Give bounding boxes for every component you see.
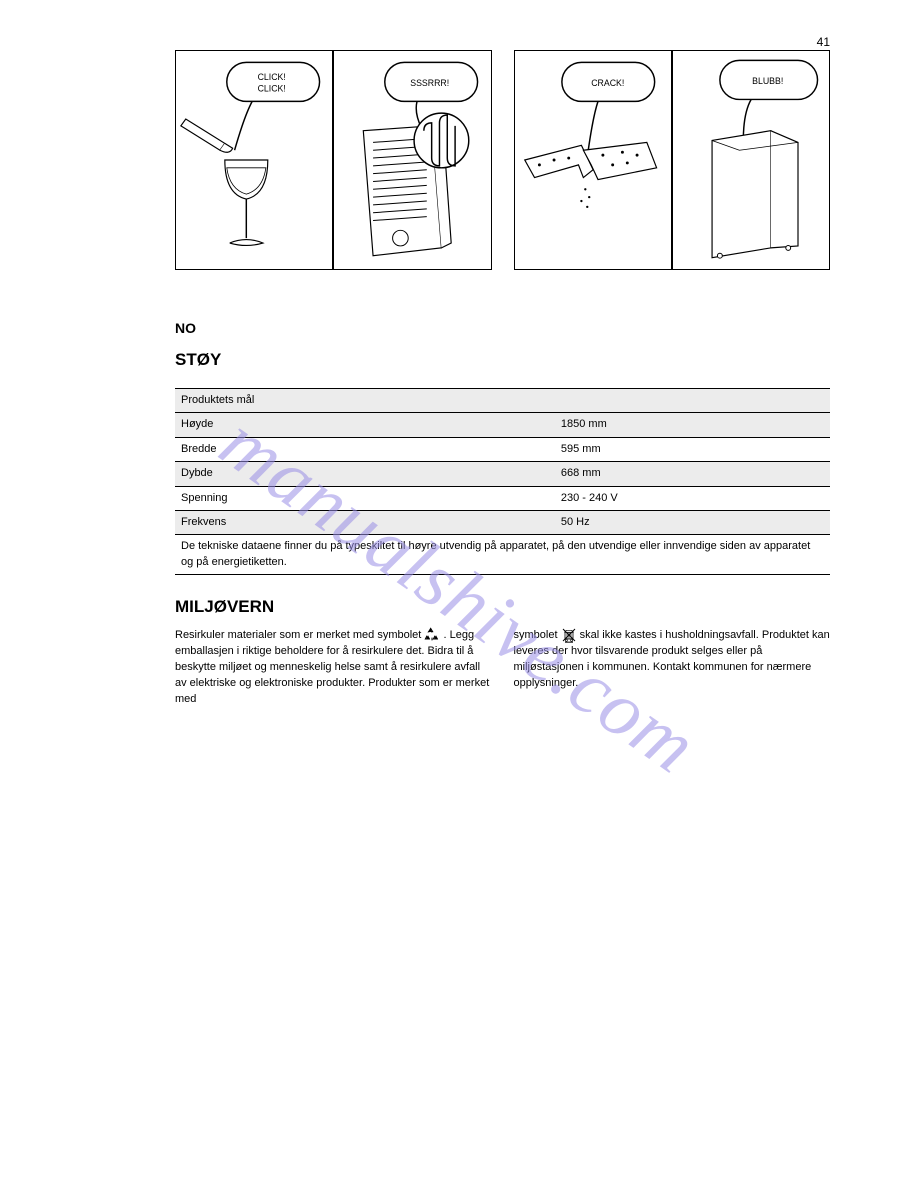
table-row: Spenning230 - 240 V (175, 486, 830, 510)
weee-bin-icon (561, 627, 577, 643)
fridge-coils-icon: SSSRRR! (334, 51, 490, 269)
page-content: 41 CLICK! CLICK! S (175, 50, 830, 708)
cell: 50 Hz (555, 510, 830, 534)
recycle-icon (424, 627, 440, 643)
fridge-blubb-icon: BLUBB! (673, 51, 829, 269)
env-title: MILJØVERN (175, 597, 830, 617)
bubble-text-2: SSSRRR! (410, 78, 449, 88)
tech-data-table: Produktets mål Høyde1850 mm Bredde595 mm… (175, 388, 830, 575)
illustration-row: CLICK! CLICK! SSSRRR! (175, 50, 830, 270)
cell: De tekniske dataene finner du på typeski… (175, 535, 830, 575)
cell: Dybde (175, 462, 555, 486)
table-row: Høyde1850 mm (175, 413, 830, 437)
env-col-2: symbolet skal ikke kastes i husholdnings… (514, 627, 831, 708)
table-row: Frekvens50 Hz (175, 510, 830, 534)
cell: Bredde (175, 437, 555, 461)
cell: 230 - 240 V (555, 486, 830, 510)
svg-text:CLICK!: CLICK! (258, 84, 286, 94)
ice-crack-icon: CRACK! (515, 51, 671, 269)
env-col-1: Resirkuler materialer som er merket med … (175, 627, 492, 708)
page-number: 41 (817, 35, 830, 49)
table-row: Produktets mål (175, 389, 830, 413)
env-columns: Resirkuler materialer som er merket med … (175, 627, 830, 708)
cell: Produktets mål (175, 389, 555, 413)
sounds-title: STØY (175, 350, 830, 370)
illus-panel-2: SSSRRR! (333, 50, 491, 270)
table-row: Bredde595 mm (175, 437, 830, 461)
cell: Høyde (175, 413, 555, 437)
table-row: De tekniske dataene finner du på typeski… (175, 535, 830, 575)
cell: Spenning (175, 486, 555, 510)
bubble-text-1: CLICK! (258, 72, 286, 82)
cell: 595 mm (555, 437, 830, 461)
sounds-label: NO (175, 320, 830, 336)
cell: Frekvens (175, 510, 555, 534)
cell: 1850 mm (555, 413, 830, 437)
illus-panel-3: CRACK! (514, 50, 672, 270)
table-row: Dybde668 mm (175, 462, 830, 486)
illus-panel-4: BLUBB! (672, 50, 830, 270)
bubble-text-3: CRACK! (591, 78, 624, 88)
cell: 668 mm (555, 462, 830, 486)
wine-glass-icon: CLICK! CLICK! (176, 51, 332, 269)
bubble-text-4: BLUBB! (752, 76, 783, 86)
illus-panel-1: CLICK! CLICK! (175, 50, 333, 270)
cell (555, 389, 830, 413)
